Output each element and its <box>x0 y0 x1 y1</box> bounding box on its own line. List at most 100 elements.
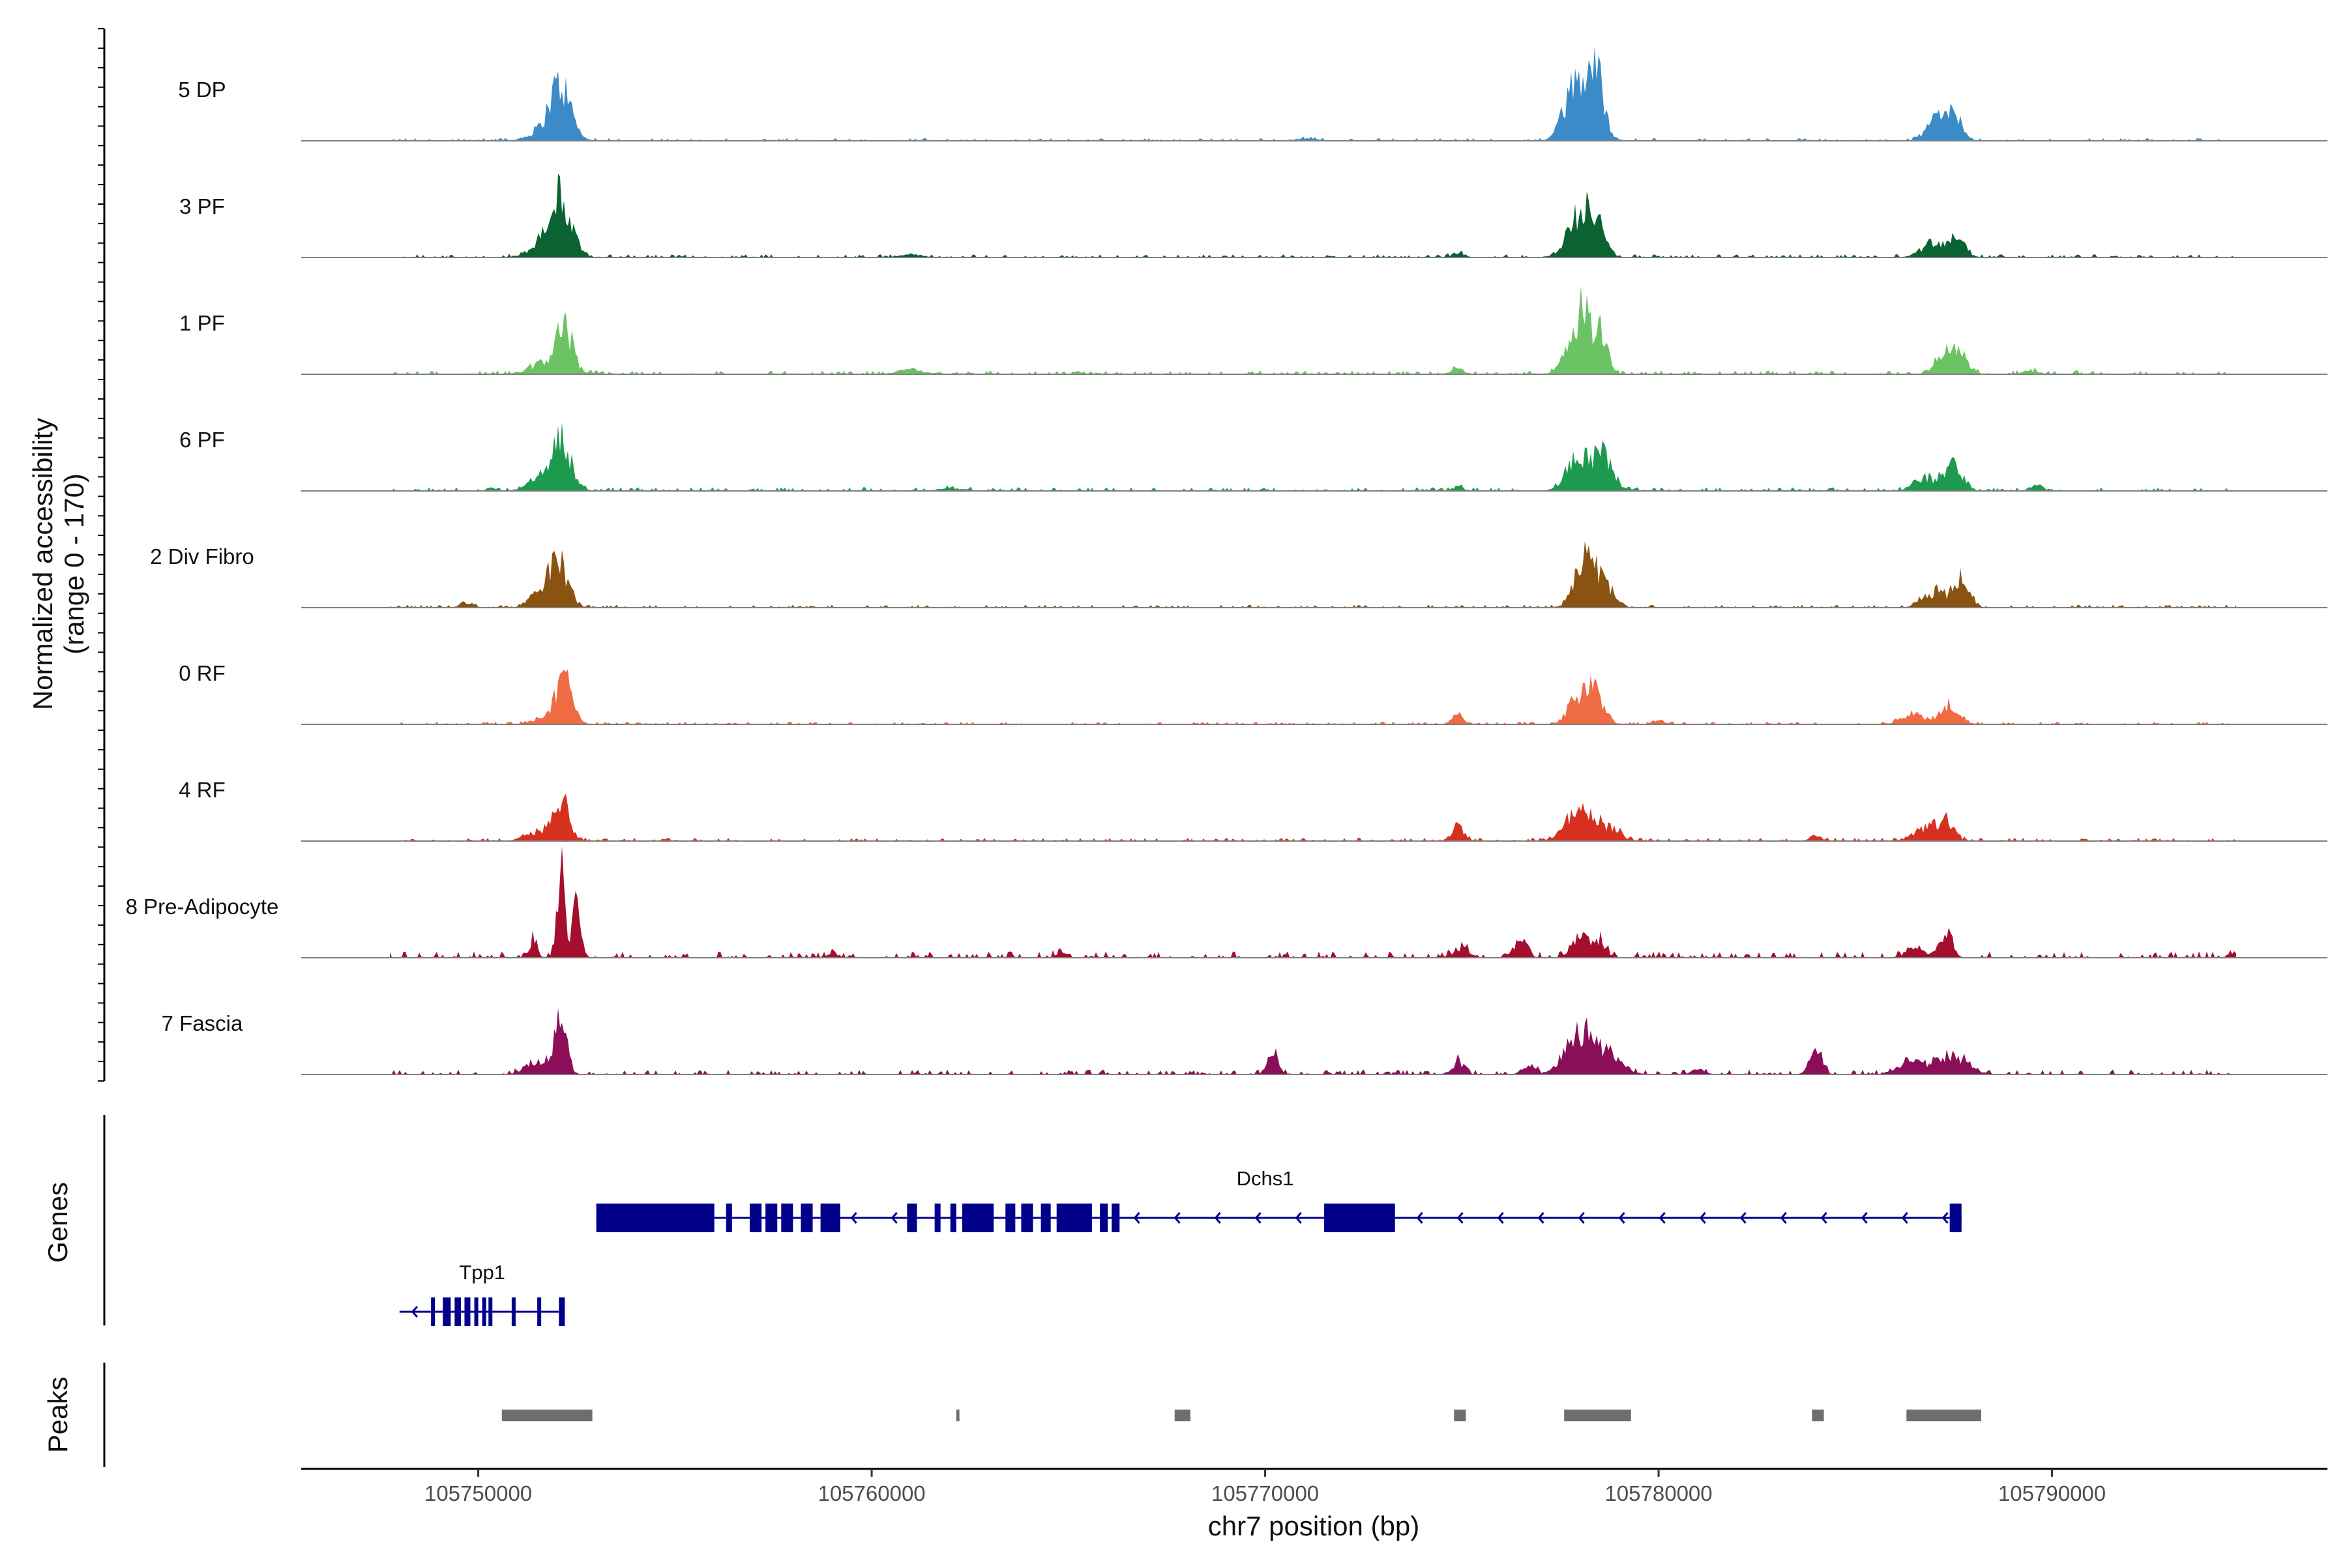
gene-exon <box>537 1297 542 1326</box>
strand-chevron <box>1578 1212 1585 1224</box>
gene-exon <box>596 1204 715 1232</box>
coverage-y-axis <box>98 28 106 1082</box>
peaks-track-label: Peaks <box>42 1377 73 1453</box>
x-tick-label: 105770000 <box>1211 1481 1319 1505</box>
coverage-area <box>390 669 2236 724</box>
gene-exon <box>1041 1204 1051 1232</box>
gene-exon <box>1324 1204 1395 1232</box>
strand-chevron <box>1416 1212 1423 1224</box>
gene-exon <box>431 1297 435 1326</box>
gene-exon <box>749 1204 762 1232</box>
gene-exon <box>820 1204 840 1232</box>
peak-region <box>1564 1410 1631 1421</box>
gene-exon <box>454 1297 462 1326</box>
track-label: 5 DP <box>178 78 226 102</box>
track-label: 8 Pre-Adipocyte <box>126 895 279 919</box>
peak-region <box>1812 1410 1824 1421</box>
gene-exon <box>488 1297 493 1326</box>
x-tick-label: 105790000 <box>1998 1481 2106 1505</box>
gene-model: Tpp1 <box>399 1261 565 1326</box>
strand-chevron <box>1618 1212 1625 1224</box>
strand-chevron <box>1901 1212 1908 1224</box>
peaks-track <box>501 1410 1981 1421</box>
gene-exon <box>1112 1204 1120 1232</box>
y-axis-title-line-2: (range 0 - 170) <box>59 473 89 655</box>
coverage-track: 2 Div Fibro <box>150 540 2327 608</box>
track-label: 2 Div Fibro <box>150 544 254 569</box>
gene-exon <box>1949 1204 1962 1232</box>
coverage-area <box>390 422 2236 491</box>
coverage-track: 4 RF <box>179 778 2327 842</box>
strand-chevron <box>1659 1212 1666 1224</box>
strand-chevron <box>1295 1212 1302 1224</box>
coverage-track: 6 PF <box>179 422 2327 492</box>
gene-exon <box>907 1204 917 1232</box>
coverage-area <box>390 173 2236 258</box>
strand-chevron <box>891 1212 898 1224</box>
gene-exon <box>559 1297 565 1326</box>
gene-exon <box>1005 1204 1016 1232</box>
coverage-area <box>390 846 2236 958</box>
strand-chevron <box>1456 1212 1464 1224</box>
genes-track-label: Genes <box>42 1182 73 1263</box>
coverage-track: 0 RF <box>179 661 2327 725</box>
gene-label: Tpp1 <box>459 1261 505 1284</box>
coverage-track: 1 PF <box>179 285 2327 375</box>
gene-exon <box>781 1204 793 1232</box>
x-axis-title: chr7 position (bp) <box>1208 1511 1420 1541</box>
gene-exon <box>1056 1204 1093 1232</box>
strand-chevron <box>1820 1212 1827 1224</box>
coverage-track: 5 DP <box>178 46 2327 141</box>
gene-exon <box>934 1204 941 1232</box>
peak-region <box>1174 1410 1190 1421</box>
strand-chevron <box>1214 1212 1221 1224</box>
gene-label: Dchs1 <box>1237 1167 1294 1190</box>
strand-chevron <box>1780 1212 1787 1224</box>
genes-track: Tpp1 Dchs1 <box>399 1167 1962 1326</box>
track-label: 3 PF <box>179 194 225 218</box>
track-label: 1 PF <box>179 311 225 335</box>
strand-chevron <box>1537 1212 1544 1224</box>
gene-exon <box>950 1204 956 1232</box>
x-tick-label: 105780000 <box>1604 1481 1712 1505</box>
coverage-track: 3 PF <box>179 173 2327 258</box>
gene-exon <box>482 1297 486 1326</box>
strand-chevron <box>1861 1212 1868 1224</box>
gene-exon <box>962 1204 994 1232</box>
peak-region <box>1906 1410 1981 1421</box>
coverage-track: 7 Fascia <box>162 1007 2327 1075</box>
gene-exon <box>726 1204 732 1232</box>
gene-exon <box>801 1204 813 1232</box>
track-label: 0 RF <box>179 661 226 685</box>
coverage-track: 8 Pre-Adipocyte <box>126 846 2327 958</box>
strand-chevron <box>1254 1212 1262 1224</box>
y-axis-title-line-1: Normalized accessibility <box>27 418 58 710</box>
x-tick-label: 105750000 <box>424 1481 532 1505</box>
coverage-area <box>390 46 2236 141</box>
strand-chevron <box>850 1212 857 1224</box>
x-tick-label: 105760000 <box>818 1481 925 1505</box>
track-label: 7 Fascia <box>162 1011 243 1035</box>
gene-exon <box>443 1297 451 1326</box>
peak-region <box>1454 1410 1466 1421</box>
gene-exon <box>464 1297 471 1326</box>
strand-chevron <box>1174 1212 1181 1224</box>
peak-region <box>501 1410 593 1421</box>
track-label: 4 RF <box>179 778 226 802</box>
strand-chevron <box>1133 1212 1140 1224</box>
coverage-area <box>390 1007 2236 1074</box>
strand-chevron <box>1497 1212 1504 1224</box>
gene-exon <box>765 1204 778 1232</box>
coverage-area <box>390 540 2236 608</box>
gene-exon <box>474 1297 479 1326</box>
peak-region <box>956 1410 960 1421</box>
gene-exon <box>1021 1204 1033 1232</box>
x-axis: 105750000 105760000 105770000 105780000 1057… <box>301 1468 2327 1505</box>
gene-exon <box>511 1297 516 1326</box>
gene-exon <box>1100 1204 1108 1232</box>
strand-chevron <box>1739 1212 1747 1224</box>
strand-chevron <box>1941 1212 1949 1224</box>
strand-chevron <box>411 1306 419 1318</box>
